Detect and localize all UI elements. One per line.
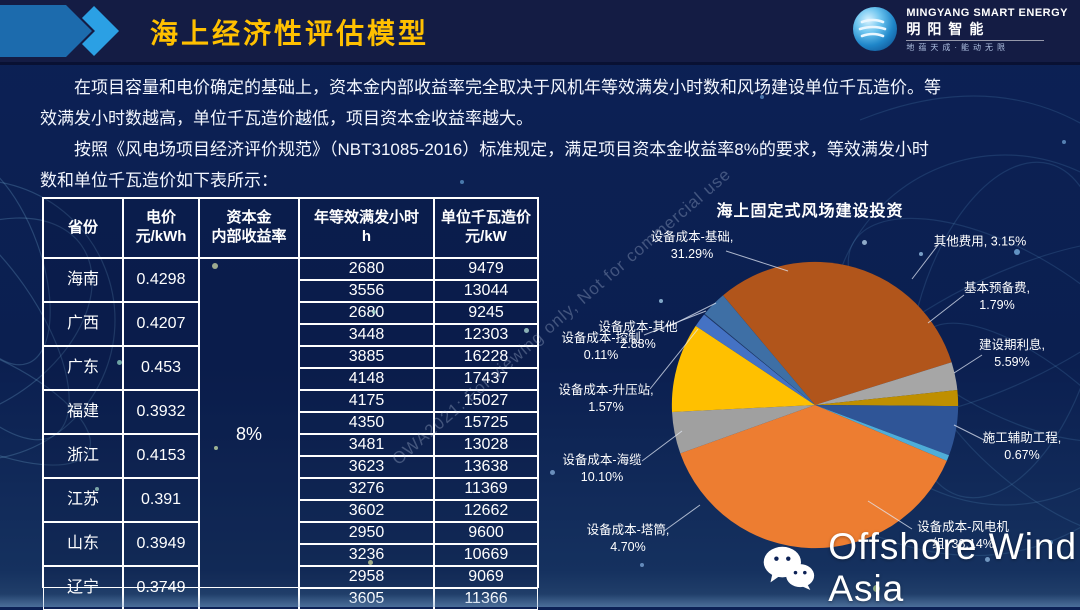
paragraph-1: 在项目容量和电价确定的基础上，资本金内部收益率完全取决于风机年等效满发小时数和风…: [40, 78, 941, 128]
pie-label: 设备成本-风电机 组, 38.14%: [917, 520, 1009, 551]
logo-globe-icon: [853, 7, 898, 52]
logo-divider: [906, 39, 1045, 41]
table-header-cell: 单位千瓦造价 元/kW: [434, 198, 538, 258]
pie-label: 其他费用, 3.15%: [933, 234, 1027, 249]
pie-label: 基本预备费, 1.79%: [964, 281, 1030, 312]
pie-slice: [671, 325, 815, 413]
table-cost-cell: 16228: [434, 346, 538, 368]
table-hours-cell: 3556: [299, 280, 434, 302]
pie-label: 设备成本-控制 0.11%: [561, 331, 641, 362]
pie-label: 建设期利息, 5.59%: [979, 338, 1045, 369]
pie-chart: [671, 261, 959, 549]
table-province-cell: 山东: [43, 522, 123, 566]
data-table: 省份 电价 元/kWh 资本金 内部收益率 年等效满发小时 h 单位千瓦造价 元/kW 8% 海南 0…: [42, 197, 539, 610]
table-province-cell: 广东: [43, 346, 123, 390]
chart-title: 海上固定式风场建设投资: [716, 203, 904, 220]
pie-slice: [722, 261, 952, 405]
table-province-cell: 福建: [43, 390, 123, 434]
table-hours-cell: 3481: [299, 434, 434, 456]
table-hours-cell: 4175: [299, 390, 434, 412]
table-hours-cell: 3448: [299, 324, 434, 346]
table-cost-cell: 13028: [434, 434, 538, 456]
bottom-edge-glow: [0, 594, 1080, 607]
table-cost-cell: 9069: [434, 566, 538, 588]
table-cost-cell: 15725: [434, 412, 538, 434]
table-header-cell: 年等效满发小时 h: [299, 198, 434, 258]
table-province-cell: 海南: [43, 258, 123, 302]
table-hours-cell: 3276: [299, 478, 434, 500]
pie-slice: [695, 314, 815, 405]
table-hours-cell: 2680: [299, 302, 434, 324]
table-price-cell: 0.4207: [123, 302, 199, 346]
wechat-icon: [763, 546, 815, 591]
table-header-cell: 省份: [43, 198, 123, 258]
table-hours-cell: 4350: [299, 412, 434, 434]
paragraph-2: 按照《风电场项目经济评价规范》（NBT31085-2016）标准规定，满足项目资…: [40, 140, 929, 190]
table-cost-cell: 17437: [434, 368, 538, 390]
table-price-cell: 0.391: [123, 478, 199, 522]
table-hours-cell: 4148: [299, 368, 434, 390]
company-logo: MINGYANG SMART ENERGY 明阳智能 地蕴天成·能动无限: [853, 7, 1068, 52]
pie-slice: [680, 405, 947, 549]
pie-label: 设备成本-升压站, 1.57%: [558, 383, 654, 414]
table-irr-cell: 8%: [199, 258, 299, 610]
pie-label: 设备成本-其他 2.88%: [598, 320, 678, 351]
table-cost-cell: 12662: [434, 500, 538, 522]
table-header-cell: 电价 元/kWh: [123, 198, 199, 258]
table-cost-cell: 12303: [434, 324, 538, 346]
pie-slice: [672, 405, 815, 454]
table-cost-cell: 9479: [434, 258, 538, 280]
pie-leader-lines: [641, 244, 987, 532]
table-hours-cell: 3885: [299, 346, 434, 368]
pie-slice: [815, 405, 950, 461]
table-cost-cell: 9600: [434, 522, 538, 544]
table-hours-cell: 2950: [299, 522, 434, 544]
table-hours-cell: 2958: [299, 566, 434, 588]
pie-label: 设备成本-海缆 10.10%: [562, 453, 642, 484]
logo-tagline: 地蕴天成·能动无限: [906, 42, 1009, 52]
pie-slice: [815, 405, 959, 456]
pie-slice: [704, 313, 815, 405]
table-price-cell: 0.4298: [123, 258, 199, 302]
table-hours-cell: 2680: [299, 258, 434, 280]
table-price-cell: 0.453: [123, 346, 199, 390]
particle-dot: [1062, 140, 1066, 144]
table-hours-cell: 3623: [299, 456, 434, 478]
logo-name-cn: 明阳智能: [906, 20, 991, 37]
pie-chart-panel: 海上固定式风场建设投资 设备成本-基础, 31.29% 其他费用, 3.15% 基本预…: [540, 185, 1080, 607]
pie-label: 设备成本-基础, 31.29%: [650, 230, 734, 261]
table-price-cell: 0.3949: [123, 522, 199, 566]
page-title: 海上经济性评估模型: [150, 18, 430, 49]
pie-slice: [704, 295, 815, 405]
brand-watermark: Offshore Wind Asia: [762, 526, 1080, 610]
pie-label: 施工辅助工程, 0.67%: [982, 431, 1062, 462]
pie-slice: [815, 362, 958, 405]
table-hours-cell: 3602: [299, 500, 434, 522]
table-province-cell: 广西: [43, 302, 123, 346]
table-price-cell: 0.3932: [123, 390, 199, 434]
table-cost-cell: 10669: [434, 544, 538, 566]
chevron-arrow-icon: [0, 5, 120, 57]
header-bar: 海上经济性评估模型 MINGYANG SMART ENERGY 明阳智能 地蕴天…: [0, 0, 1080, 65]
pie-slice: [815, 389, 959, 407]
table-province-cell: 江苏: [43, 478, 123, 522]
table-province-cell: 浙江: [43, 434, 123, 478]
table-cost-cell: 13044: [434, 280, 538, 302]
pie-label: 设备成本-塔筒, 4.70%: [586, 523, 670, 554]
table-hours-cell: 3236: [299, 544, 434, 566]
table-cost-cell: 11369: [434, 478, 538, 500]
brand-watermark-text: Offshore Wind Asia: [828, 526, 1078, 609]
table-cost-cell: 15027: [434, 390, 538, 412]
logo-name-en: MINGYANG SMART ENERGY: [906, 7, 1068, 19]
table-cost-cell: 9245: [434, 302, 538, 324]
table-header-cell: 资本金 内部收益率: [199, 198, 299, 258]
body-text: 在项目容量和电价确定的基础上，资本金内部收益率完全取决于风机年等效满发小时数和风…: [40, 72, 945, 196]
table-cost-cell: 13638: [434, 456, 538, 478]
table-price-cell: 0.4153: [123, 434, 199, 478]
